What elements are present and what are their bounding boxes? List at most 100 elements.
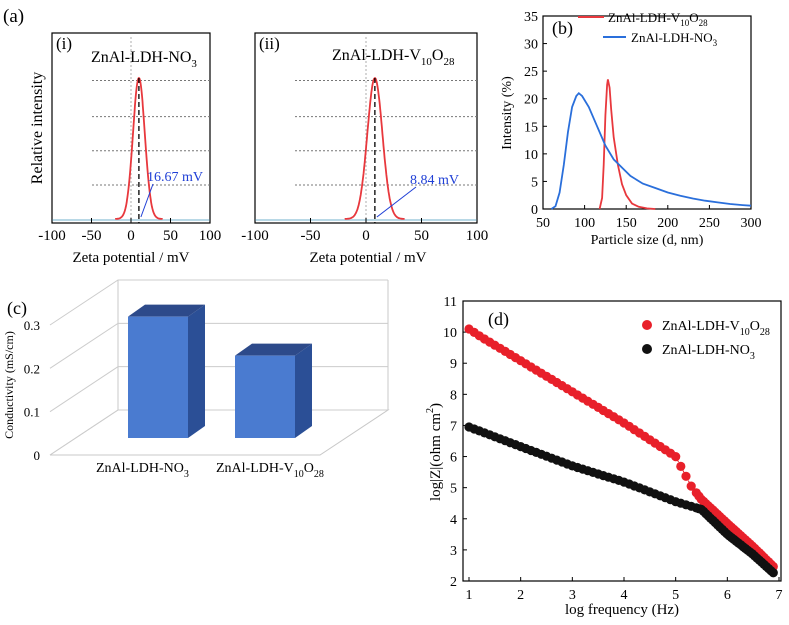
y-tick-label: 4 (450, 513, 457, 528)
x-tick-label: 100 (199, 228, 222, 244)
legend: ZnAl-LDH-V10O28 ZnAl-LDH-NO3 (642, 319, 770, 362)
bar-side (188, 304, 205, 438)
y-tick-label: 5 (450, 482, 457, 497)
series-points-no3 (464, 422, 778, 578)
x-tick-label: -50 (82, 228, 102, 244)
x-axis-label: Zeta potential / mV (309, 250, 426, 266)
panel-label-a: (a) (3, 6, 24, 27)
y-tick-label: 6 (450, 451, 457, 466)
data-point (681, 471, 691, 481)
conductivity-chart: 00.10.20.3 ZnAl-LDH-NO3 ZnAl-LDH-V10O28 … (2, 279, 390, 480)
y-axis-label: log|Z|(ohm cm2) (425, 403, 444, 501)
y-tick-label: 30 (524, 38, 538, 53)
bar-front (128, 316, 188, 438)
y-tick-label: 10 (524, 148, 538, 163)
y-tick-label: 0 (34, 448, 41, 463)
y-tick-label: 3 (450, 544, 457, 559)
x-tick-label: 1 (466, 588, 473, 603)
y-tick-label: 10 (443, 326, 457, 341)
category-label-1: ZnAl-LDH-V10O28 (216, 461, 324, 480)
bar-front (235, 355, 295, 438)
panel-label-b: (b) (552, 18, 573, 39)
x-axis-label: log frequency (Hz) (565, 602, 679, 618)
x-tick-label: -100 (241, 228, 269, 244)
y-tick-label: 20 (524, 93, 538, 108)
legend: ZnAl-LDH-V10O28 ZnAl-LDH-NO3 (578, 10, 718, 48)
x-tick-label: 100 (574, 216, 595, 231)
sample-label: ZnAl-LDH-V10O28 (332, 47, 455, 68)
x-tick-label: 5 (672, 588, 679, 603)
zeta-chart-i: -100 -50 0 50 100 (i) ZnAl-LDH-NO3 16.67 mV … (29, 32, 222, 266)
series-line-v10o28 (598, 79, 656, 210)
x-tick-label: 2 (517, 588, 524, 603)
x-tick-label: 200 (657, 216, 678, 231)
bar-top (235, 343, 312, 356)
legend-marker-no3 (642, 344, 652, 354)
x-tick-label: 0 (127, 228, 135, 244)
y-tick-label: 9 (450, 357, 457, 372)
y-tick-label: 0.1 (24, 405, 40, 420)
x-tick-label: 250 (699, 216, 720, 231)
y-tick-label: 0.2 (24, 361, 40, 376)
series-line-no3 (550, 91, 752, 210)
x-axis-label: Zeta potential / mV (72, 250, 189, 266)
x-tick-label: 4 (621, 588, 628, 603)
zeta-curve (344, 77, 405, 220)
data-point (676, 461, 686, 471)
data-point (686, 481, 696, 491)
grid-line (49, 279, 388, 326)
y-tick-label: 2 (450, 575, 457, 590)
y-tick-label: 25 (524, 65, 538, 80)
x-tick-label: 7 (776, 588, 783, 603)
x-tick-label: -50 (301, 228, 321, 244)
panel-label-c: (c) (7, 298, 27, 319)
zeta-annotation: 8.84 mV (410, 173, 459, 188)
legend-label-no3: ZnAl-LDH-NO3 (631, 30, 718, 48)
x-tick-label: 50 (536, 216, 550, 231)
grid-line (49, 322, 388, 369)
x-tick-label: 3 (569, 588, 576, 603)
x-tick-label: 300 (741, 216, 762, 231)
plot-frame (462, 300, 782, 582)
legend-label-v10o28: ZnAl-LDH-V10O28 (608, 10, 708, 28)
zeta-curve (114, 76, 163, 220)
grid-line (49, 409, 388, 456)
y-tick-label: 35 (524, 10, 538, 25)
x-tick-label: 50 (163, 228, 178, 244)
x-tick-label: 6 (724, 588, 731, 603)
x-tick-label: -100 (38, 228, 66, 244)
y-tick-label: 0 (531, 203, 538, 218)
bar-side (295, 343, 312, 438)
y-tick-label: 7 (450, 419, 457, 434)
x-axis-label: Particle size (d, nm) (591, 233, 704, 248)
legend-marker-v10o28 (642, 320, 652, 330)
legend-label-no3: ZnAl-LDH-NO3 (662, 343, 755, 362)
y-tick-label: 15 (524, 120, 538, 135)
zeta-annotation: 16.67 mV (147, 170, 203, 185)
chart-3d-frame (49, 280, 390, 456)
y-axis-label: Intensity (%) (500, 76, 515, 150)
x-tick-label: 150 (616, 216, 637, 231)
annotation-pointer (140, 183, 154, 218)
annotation-pointer (376, 186, 417, 218)
subpanel-label-ii: (ii) (259, 34, 280, 53)
legend-label-v10o28: ZnAl-LDH-V10O28 (662, 319, 770, 338)
particle-size-chart: 50 100 150 200 250 300 0 5 10 15 20 25 30 35 ZnAl-LDH… (500, 10, 762, 248)
bar-1 (235, 343, 312, 438)
x-tick-label: 100 (466, 228, 489, 244)
y-tick-label: 11 (444, 295, 457, 310)
data-point (671, 452, 681, 462)
y-tick-label: 8 (450, 388, 457, 403)
x-tick-label: 50 (414, 228, 429, 244)
y-axis-label: Conductivity (mS/cm) (2, 331, 16, 439)
bar-0 (128, 304, 205, 438)
y-tick-label: 5 (531, 175, 538, 190)
sample-label: ZnAl-LDH-NO3 (91, 49, 197, 70)
category-label-0: ZnAl-LDH-NO3 (96, 461, 189, 480)
y-axis-label: Relative intensity (29, 72, 46, 184)
data-point (768, 568, 778, 578)
x-tick-label: 0 (362, 228, 370, 244)
grid-line (49, 366, 388, 413)
